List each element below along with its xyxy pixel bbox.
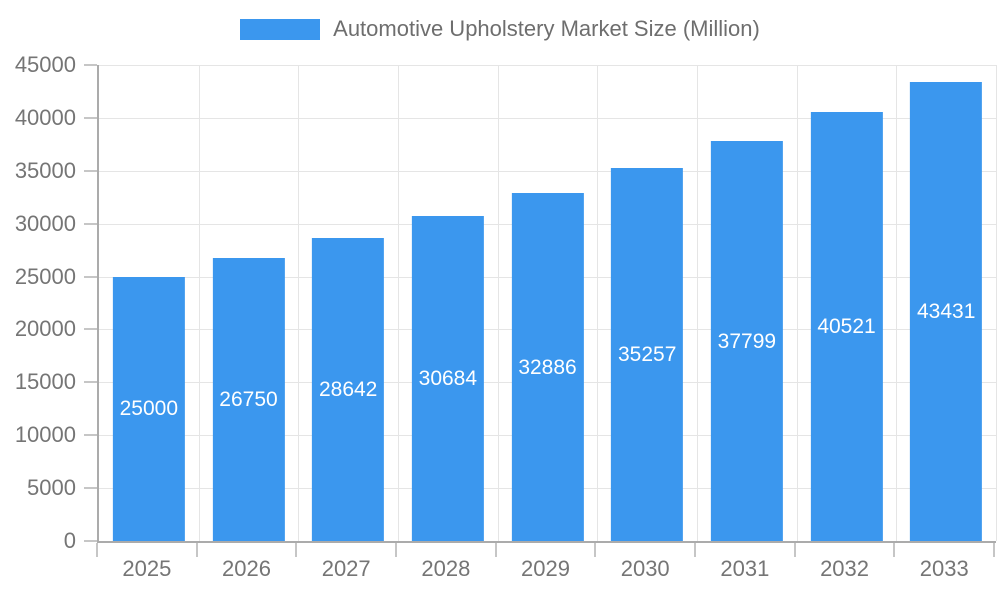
plot-area: 25000 26750 28642 30684 32886 35257 37799 40521… [97, 65, 997, 543]
x-axis: 2025 2026 2027 2028 2029 2030 2031 2032 2033 [96, 543, 995, 600]
y-tick-label: 40000 [14, 104, 76, 130]
bar: 30684 [411, 216, 484, 541]
h-gridline [99, 65, 996, 66]
v-gridline [198, 65, 200, 541]
bar-value-label: 28642 [318, 378, 378, 402]
bar-value-label: 37799 [717, 329, 777, 353]
bar-value-label: 32886 [518, 355, 577, 379]
v-gridline [696, 65, 698, 541]
y-axis: 0 5000 10000 15000 20000 25000 30000 35000 40000… [0, 54, 97, 552]
y-tick-label: 5000 [27, 475, 76, 501]
bar: 32886 [511, 193, 584, 541]
x-tick-label: 2025 [122, 556, 172, 581]
y-tick-label: 20000 [14, 316, 76, 342]
y-tick-label: 0 [63, 528, 76, 553]
bar: 26750 [212, 258, 285, 541]
x-tick-label: 2029 [521, 556, 570, 581]
h-gridline [99, 170, 996, 172]
x-tick-mark [195, 543, 198, 557]
bar: 43431 [910, 81, 983, 541]
legend-label: Automotive Upholstery Market Size (Milli… [333, 16, 760, 41]
bar-value-label: 25000 [119, 397, 179, 421]
x-tick-mark [394, 543, 397, 557]
bar: 35257 [611, 168, 684, 541]
y-tick-mark [84, 222, 97, 225]
bar-category: 28642 [298, 65, 398, 541]
y-tick-label: 30000 [14, 210, 76, 236]
y-tick-mark [84, 169, 97, 172]
bar-category: 30684 [398, 65, 498, 541]
v-gridline [796, 65, 798, 541]
bar-value-label: 30684 [418, 367, 478, 391]
v-gridline [896, 65, 898, 541]
x-axis-labels: 2025 2026 2027 2028 2029 2030 2031 2032 2033 [97, 543, 994, 582]
bar-category: 40521 [797, 65, 897, 541]
v-gridline [597, 65, 599, 541]
x-tick-mark [594, 543, 597, 557]
y-tick-label: 10000 [14, 422, 76, 448]
x-tick-mark [96, 543, 98, 557]
x-tick-mark [494, 543, 497, 557]
bar: 28642 [312, 238, 385, 541]
y-tick-mark [84, 275, 97, 278]
v-gridline [497, 65, 499, 541]
bar-value-label: 43431 [917, 299, 976, 323]
bar-category: 26750 [199, 65, 299, 541]
v-gridline [996, 65, 997, 541]
bar-value-label: 35257 [617, 343, 677, 367]
y-tick-mark [84, 328, 97, 331]
y-tick-label: 35000 [14, 157, 76, 183]
y-tick-label: 15000 [14, 369, 76, 395]
y-tick-mark [84, 64, 97, 66]
x-tick-mark [993, 543, 995, 557]
x-tick-mark [893, 543, 896, 557]
bar-category: 25000 [99, 65, 199, 541]
y-tick-label: 45000 [14, 52, 76, 77]
y-tick-label: 25000 [14, 263, 76, 289]
v-gridline [397, 65, 399, 541]
x-tick-label: 2026 [222, 556, 271, 581]
h-gridline [99, 117, 996, 119]
y-tick-mark [84, 487, 97, 490]
bar-category: 32886 [498, 65, 598, 541]
x-tick-mark [793, 543, 796, 557]
legend-item[interactable]: Automotive Upholstery Market Size (Milli… [0, 18, 1000, 40]
bar-category: 43431 [896, 65, 996, 541]
bar-category: 35257 [597, 65, 697, 541]
bar: 40521 [810, 112, 883, 541]
bar-value-label: 40521 [817, 315, 876, 339]
bar-value-label: 26750 [219, 388, 278, 412]
y-tick-mark [84, 540, 97, 542]
v-gridline [298, 65, 300, 541]
x-tick-label: 2031 [720, 556, 770, 581]
x-tick-label: 2033 [919, 556, 969, 581]
x-tick-mark [693, 543, 696, 557]
x-tick-label: 2030 [620, 556, 670, 581]
bars-container: 25000 26750 28642 30684 32886 35257 37799 40521… [99, 65, 996, 541]
bar-category: 37799 [697, 65, 797, 541]
y-tick-mark [84, 434, 97, 437]
x-tick-mark [295, 543, 298, 557]
y-tick-mark [84, 116, 97, 119]
x-tick-label: 2032 [820, 556, 870, 581]
x-tick-label: 2027 [321, 556, 371, 581]
bar: 25000 [112, 276, 185, 541]
legend-swatch [240, 18, 321, 40]
x-tick-label: 2028 [421, 556, 471, 581]
bar: 37799 [710, 141, 783, 541]
y-tick-mark [84, 381, 97, 384]
